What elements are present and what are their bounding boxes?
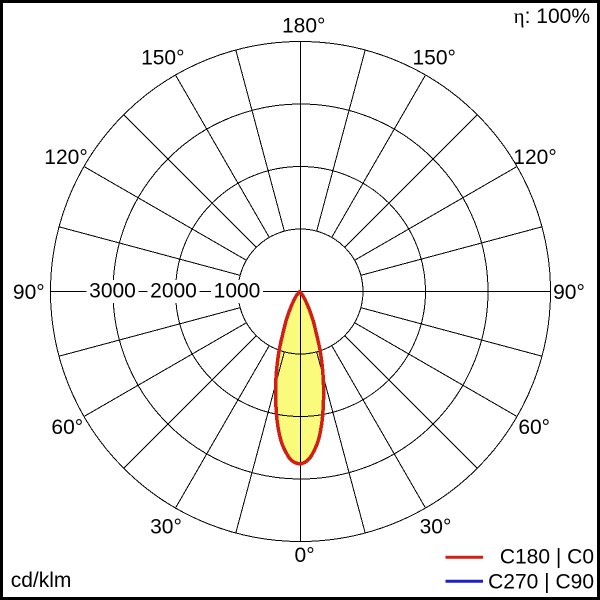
svg-text:120°: 120° [44,146,87,169]
svg-text:90°: 90° [553,281,585,304]
svg-text:30°: 30° [150,515,182,538]
svg-text:1000: 1000 [214,280,261,303]
svg-text:C270 | C90: C270 | C90 [488,570,594,593]
svg-text:60°: 60° [51,416,83,439]
svg-text:cd/klm: cd/klm [11,569,72,592]
svg-text:180°: 180° [282,14,325,37]
svg-text:3000: 3000 [89,280,136,303]
svg-text:2000: 2000 [150,280,197,303]
svg-text:0°: 0° [295,544,315,567]
svg-text:150°: 150° [412,46,455,69]
svg-text:150°: 150° [141,46,184,69]
svg-text:90°: 90° [13,281,45,304]
svg-text:30°: 30° [420,515,452,538]
svg-text:C180 | C0: C180 | C0 [500,545,594,568]
svg-text:120°: 120° [513,146,556,169]
svg-text:η: 100%: η: 100% [514,4,590,28]
svg-text:60°: 60° [518,416,550,439]
